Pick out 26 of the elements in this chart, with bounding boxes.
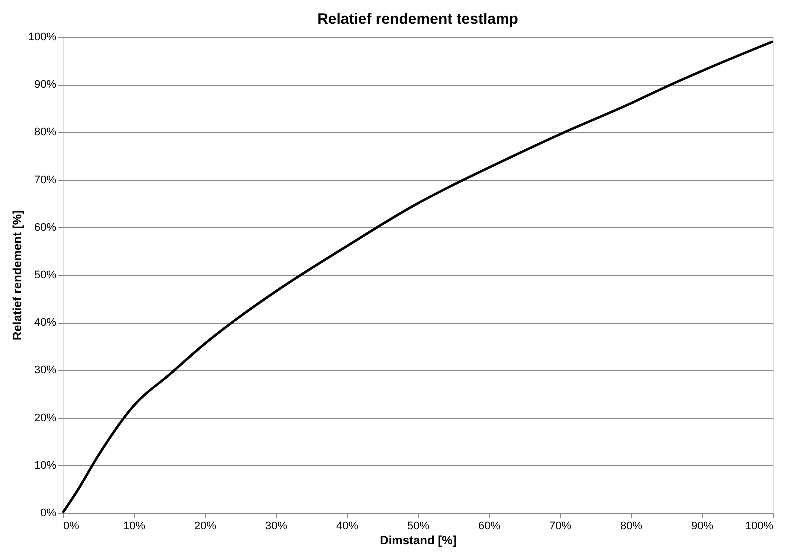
x-axis-title: Dimstand [%] [380,534,457,548]
x-tick-label: 10% [123,520,146,532]
y-tick-label: 70% [34,174,57,186]
y-tick-label: 10% [34,460,57,472]
x-tick-label: 70% [549,520,572,532]
x-tick-label: 50% [407,520,430,532]
y-tick-label: 30% [34,364,57,377]
y-tick-label: 80% [34,126,57,139]
y-tick-label: 50% [34,270,57,282]
x-tick-label: 100% [745,520,774,532]
y-tick-label: 60% [34,222,57,234]
x-tick-label: 60% [478,520,501,532]
chart-title: Relatief rendement testlamp [318,11,518,28]
y-tick-label: 90% [34,79,57,92]
y-tick-label: 100% [28,32,57,44]
line-series [62,40,774,514]
y-tick-label: 20% [34,412,57,424]
x-tick-label: 80% [620,520,643,532]
y-axis-title: Relatief rendement [%] [10,210,24,341]
y-tick-label: 40% [34,317,57,330]
x-tick-label: 20% [194,520,217,532]
x-tick-label: 90% [691,520,714,532]
x-tick-label: 30% [265,520,288,532]
x-tick-label: 0% [64,520,80,532]
x-tick-label: 40% [336,520,359,532]
y-tick-label: 0% [40,508,57,520]
